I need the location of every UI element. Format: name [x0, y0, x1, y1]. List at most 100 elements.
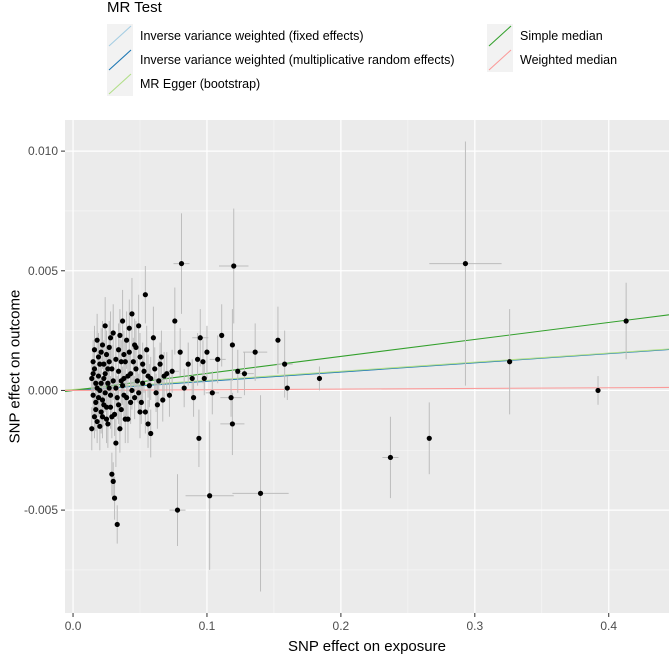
y-tick-label: -0.005	[24, 503, 58, 517]
snp-point	[102, 323, 108, 329]
snp-point	[145, 421, 151, 427]
y-tick-label: 0.000	[28, 383, 58, 397]
snp-point	[113, 356, 119, 362]
snp-point	[110, 330, 116, 336]
snp-point	[150, 335, 156, 341]
snp-point	[130, 359, 136, 365]
snp-point	[219, 332, 225, 338]
snp-point	[235, 368, 241, 374]
x-tick-label: 0.1	[199, 619, 216, 633]
snp-point	[114, 395, 120, 401]
snp-point	[91, 414, 98, 420]
snp-point	[125, 373, 131, 379]
snp-point	[115, 368, 122, 374]
snp-point	[115, 402, 122, 408]
x-tick-label: 0.0	[65, 619, 82, 633]
snp-point	[102, 390, 108, 396]
snp-point	[229, 421, 236, 427]
x-tick-label: 0.2	[333, 619, 350, 633]
snp-point	[110, 478, 116, 484]
snp-point	[93, 399, 99, 405]
snp-point	[101, 375, 107, 382]
y-axis-title: SNP effect on outcome	[6, 290, 23, 444]
snp-point	[166, 392, 173, 398]
snp-point	[105, 366, 111, 372]
snp-point	[154, 402, 161, 408]
snp-point	[128, 399, 134, 405]
snp-point	[95, 373, 102, 379]
snp-point	[91, 366, 98, 372]
snp-point	[146, 383, 152, 389]
snp-point	[190, 395, 197, 401]
y-tick-label: 0.010	[28, 144, 58, 158]
snp-point	[107, 335, 114, 341]
snp-point	[129, 311, 135, 317]
snp-point	[94, 385, 100, 391]
snp-point	[109, 471, 115, 477]
snp-point	[126, 325, 132, 331]
x-axis-title: SNP effect on exposure	[288, 638, 446, 655]
snp-point	[113, 385, 119, 391]
snp-point	[257, 490, 264, 496]
snp-point	[91, 347, 98, 353]
snp-point	[201, 375, 207, 382]
snp-point	[172, 318, 178, 324]
snp-point	[142, 409, 148, 415]
fit-line	[65, 314, 669, 392]
snp-point	[118, 406, 124, 413]
snp-point	[196, 435, 202, 441]
snp-point	[275, 337, 281, 343]
snp-point	[117, 426, 123, 432]
legend: MR Test Inverse variance weighted (fixed…	[107, 0, 617, 96]
snp-point	[595, 387, 601, 394]
snp-point	[99, 342, 106, 348]
snp-point	[117, 332, 123, 338]
legend-label: Inverse variance weighted (fixed effects…	[140, 29, 364, 43]
snp-point	[105, 421, 111, 427]
legend-item: Weighted median	[487, 48, 617, 72]
legend-key-line	[108, 73, 132, 95]
snp-point	[106, 385, 112, 391]
snp-point	[106, 359, 112, 365]
legend-key-line	[108, 49, 132, 71]
snp-point	[140, 380, 146, 386]
legend-label: Weighted median	[520, 53, 617, 67]
snp-point	[282, 361, 288, 367]
snp-point	[97, 423, 103, 429]
snp-point	[152, 366, 158, 372]
snp-point	[103, 351, 110, 358]
legend-item: Inverse variance weighted (multiplicativ…	[107, 48, 455, 72]
snp-point	[93, 406, 99, 413]
snp-point	[156, 378, 162, 384]
snp-point	[114, 521, 120, 528]
snp-point	[158, 354, 165, 360]
legend-item: Inverse variance weighted (fixed effects…	[107, 24, 364, 48]
x-tick-label: 0.4	[600, 619, 617, 633]
legend-key-line	[108, 25, 132, 47]
snp-point	[119, 318, 126, 324]
snp-point	[623, 318, 629, 324]
snp-point	[93, 380, 99, 386]
snp-point	[241, 371, 248, 377]
snp-point	[94, 337, 100, 343]
snp-point	[94, 418, 100, 425]
snp-point	[189, 375, 195, 382]
snp-point	[111, 495, 118, 501]
snp-point	[141, 368, 147, 374]
snp-point	[132, 395, 138, 401]
plot-panel	[65, 120, 669, 613]
snp-point	[122, 359, 128, 365]
snp-point	[132, 342, 138, 348]
snp-point	[121, 375, 127, 382]
fit-line	[65, 386, 669, 392]
x-tick-label: 0.3	[466, 619, 483, 633]
snp-point	[115, 347, 122, 353]
snp-point	[97, 361, 103, 367]
snp-point	[136, 390, 142, 396]
snp-point	[95, 395, 102, 401]
snp-point	[209, 390, 215, 396]
legend-key-line	[488, 25, 512, 47]
snp-point	[316, 375, 323, 382]
snp-point	[231, 263, 237, 269]
